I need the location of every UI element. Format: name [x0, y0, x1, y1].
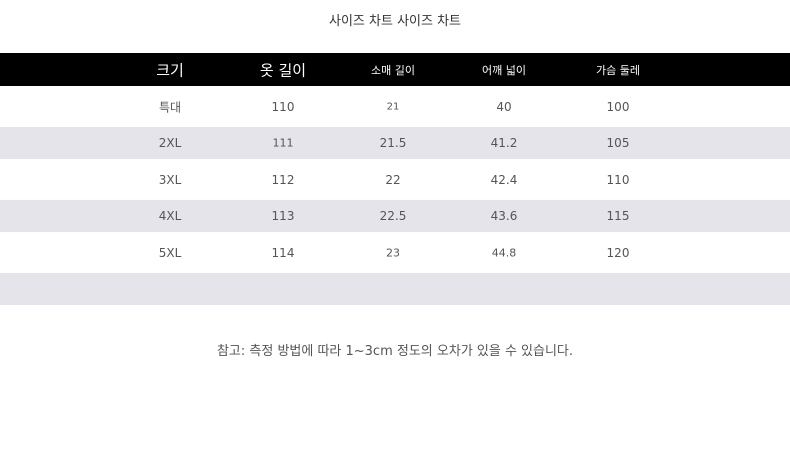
- cell-length: 111: [272, 136, 294, 150]
- cell-size: 5XL: [158, 245, 182, 260]
- cell-shoulder: 41.2: [490, 136, 518, 150]
- cell-chest: 105: [606, 136, 630, 150]
- cell-size: 특대: [158, 100, 182, 114]
- cell-shoulder: 44.8: [491, 246, 517, 259]
- cell-shoulder: 43.6: [490, 209, 518, 223]
- cell-chest: 120: [606, 245, 630, 260]
- cell-shoulder: 42.4: [490, 172, 518, 187]
- table-row-empty: [0, 273, 790, 305]
- measurement-note: 참고: 측정 방법에 따라 1~3cm 정도의 오차가 있을 수 있습니다.: [216, 344, 574, 359]
- table-row: 4XL 113 22.5 43.6 115: [0, 200, 790, 232]
- header-size: 크기: [156, 61, 184, 79]
- cell-sleeve: 22.5: [379, 209, 407, 223]
- cell-size: 2XL: [158, 136, 182, 150]
- cell-length: 114: [271, 245, 295, 260]
- header-shoulder: 어깨 넓이: [482, 63, 526, 77]
- table-header: 크기 옷 길이 소매 길이 어깨 넓이 가슴 둘레: [0, 53, 790, 86]
- chart-title: 사이즈 차트 사이즈 차트: [329, 14, 461, 29]
- table-row: 2XL 111 21.5 41.2 105: [0, 127, 790, 159]
- cell-size: 3XL: [158, 172, 182, 187]
- cell-chest: 115: [606, 209, 630, 223]
- cell-chest: 100: [606, 99, 630, 114]
- cell-shoulder: 40: [496, 99, 512, 114]
- cell-chest: 110: [606, 172, 630, 187]
- cell-sleeve: 21: [386, 101, 400, 112]
- cell-length: 110: [271, 99, 295, 114]
- cell-length: 113: [271, 209, 295, 223]
- header-chest: 가슴 둘레: [596, 63, 640, 77]
- cell-length: 112: [271, 172, 295, 187]
- cell-size: 4XL: [158, 209, 182, 223]
- cell-sleeve: 23: [386, 246, 400, 259]
- header-sleeve: 소매 길이: [371, 63, 415, 77]
- cell-sleeve: 21.5: [379, 136, 407, 150]
- cell-sleeve: 22: [385, 172, 401, 187]
- header-length: 옷 길이: [259, 61, 307, 79]
- table-row: 특대 110 21 40 100: [0, 86, 790, 127]
- table-row: 3XL 112 22 42.4 110: [0, 159, 790, 200]
- size-table: 크기 옷 길이 소매 길이 어깨 넓이 가슴 둘레 특대 110 21 40 1…: [0, 53, 790, 305]
- table-row: 5XL 114 23 44.8 120: [0, 232, 790, 273]
